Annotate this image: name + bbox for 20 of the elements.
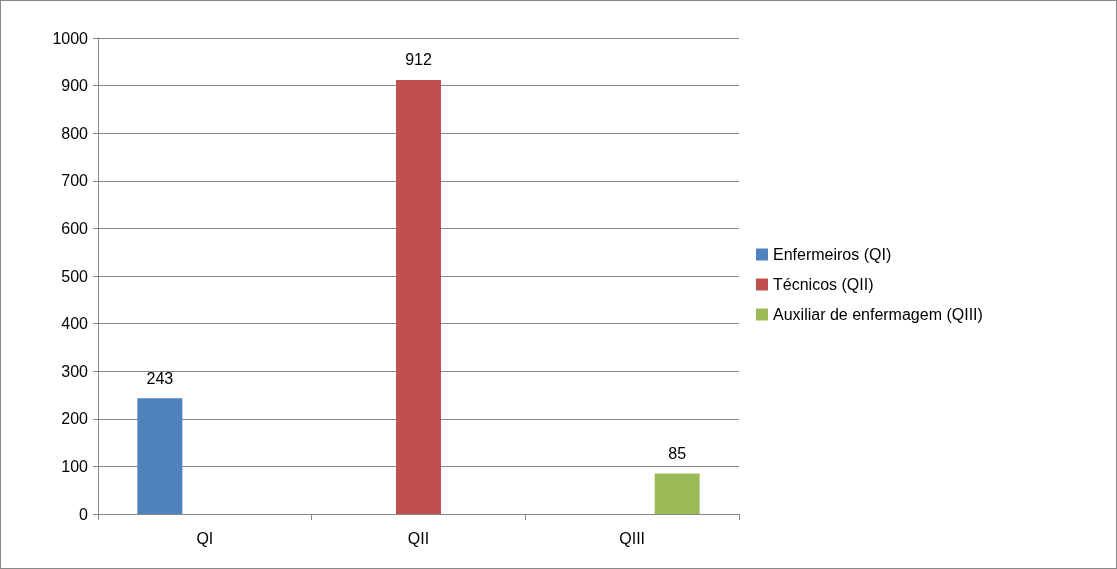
y-tick-label: 0 <box>79 505 89 523</box>
y-tick-label: 200 <box>61 410 89 428</box>
y-tick-label: 700 <box>61 172 89 190</box>
x-tick-label: QIII <box>619 529 646 547</box>
y-tick-label: 900 <box>61 77 89 95</box>
legend-label: Auxiliar de enfermagem (QIII) <box>773 306 983 323</box>
data-label: 85 <box>668 445 687 463</box>
y-tick-label: 100 <box>61 457 89 475</box>
y-tick-label: 300 <box>61 362 89 380</box>
y-tick-label: 500 <box>61 267 89 285</box>
y-tick-label: 600 <box>61 219 89 237</box>
y-tick-label: 800 <box>61 124 89 142</box>
x-tick-label: QII <box>407 529 430 547</box>
data-label: 243 <box>146 369 174 387</box>
y-tick-label: 400 <box>61 315 89 333</box>
y-tick-label: 1000 <box>52 29 89 47</box>
legend-label: Enfermeiros (QI) <box>773 246 892 263</box>
data-label: 912 <box>405 51 432 69</box>
legend-label: Técnicos (QII) <box>773 276 874 293</box>
x-tick-label: QI <box>196 529 214 547</box>
